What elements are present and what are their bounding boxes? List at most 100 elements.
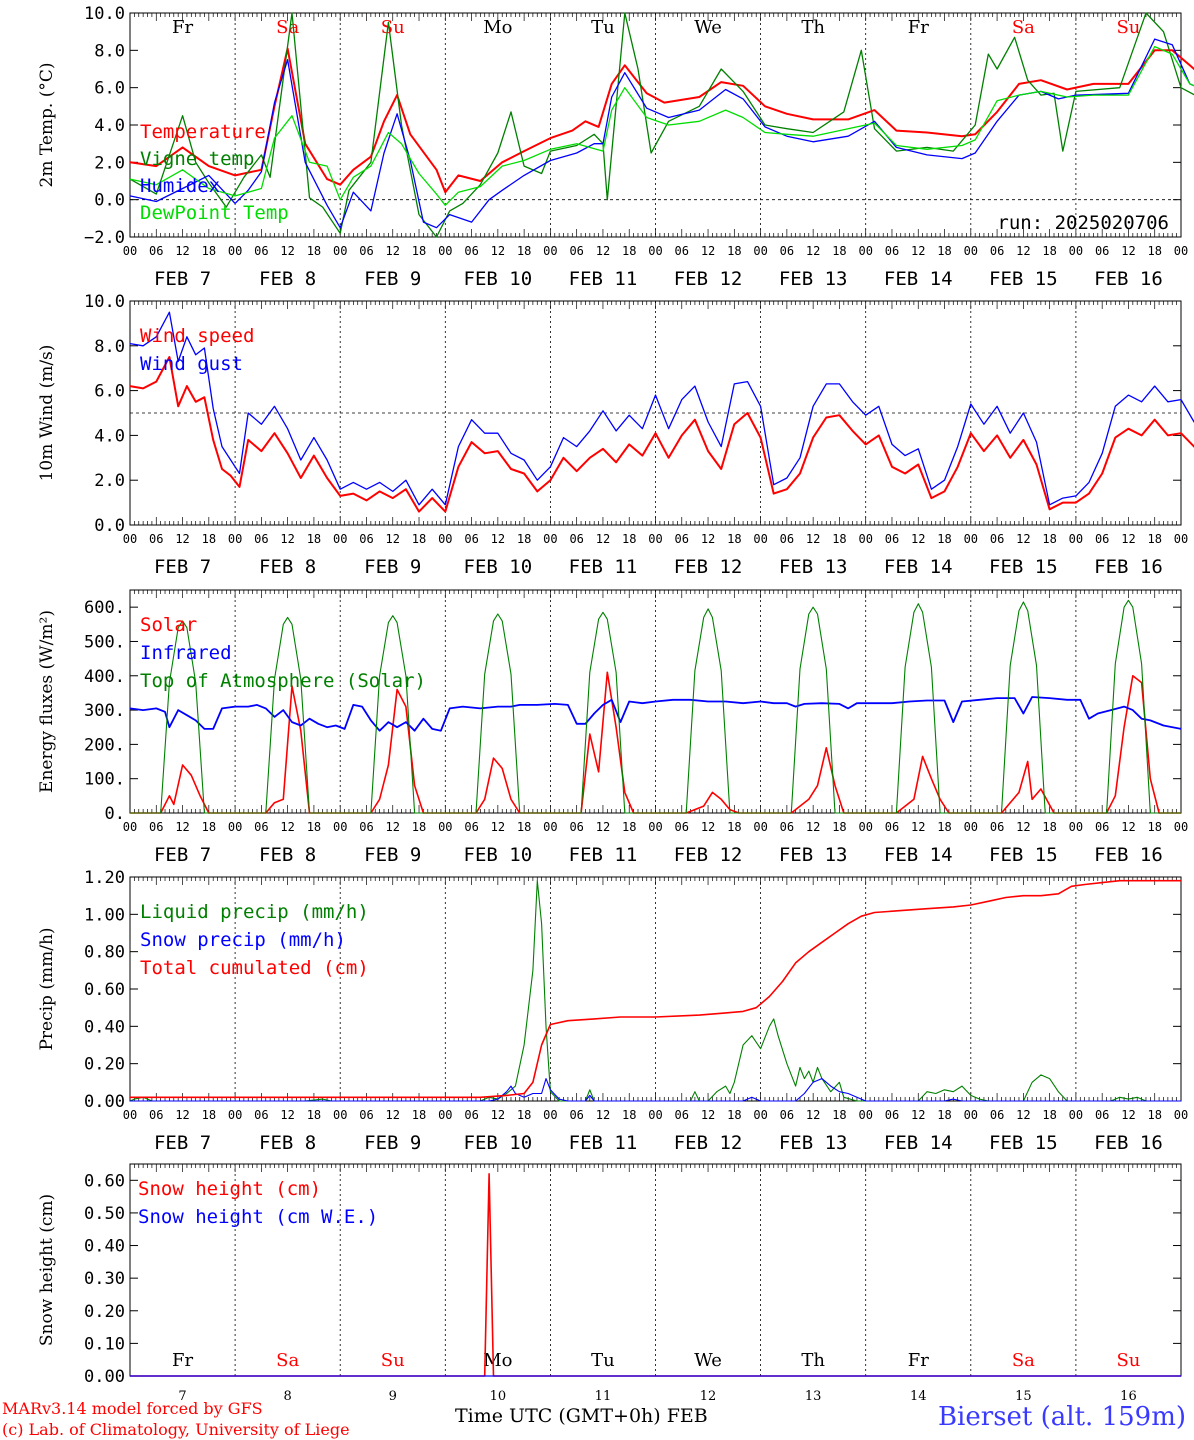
- y-tick-label: 600.: [84, 598, 125, 618]
- x-hour-label: 06: [149, 244, 163, 258]
- x-hour-label: 12: [175, 532, 189, 546]
- x-date-label: FEB 8: [259, 268, 316, 290]
- legend-entry: Wind speed: [140, 325, 254, 347]
- x-hour-label: 18: [1147, 1108, 1161, 1122]
- x-date-label: FEB 13: [779, 556, 848, 578]
- x-hour-label: 12: [386, 820, 400, 834]
- legend-entry: Snow height (cm): [138, 1178, 321, 1200]
- x-hour-label: 12: [806, 820, 820, 834]
- y-axis-label: 2m Temp. (°C): [37, 62, 57, 187]
- x-hour-label: 12: [911, 244, 925, 258]
- x-hour-label: 18: [412, 1108, 426, 1122]
- x-hour-label: 06: [990, 244, 1004, 258]
- day-number-label: 16: [1120, 1389, 1137, 1404]
- x-hour-label: 18: [517, 244, 531, 258]
- series-line: [130, 599, 1181, 814]
- legend-entry: Solar: [140, 614, 197, 636]
- x-hour-label: 12: [1121, 820, 1135, 834]
- x-hour-label: 18: [832, 820, 846, 834]
- x-hour-label: 00: [228, 532, 242, 546]
- y-tick-label: 0.00: [84, 1367, 125, 1387]
- x-hour-label: 18: [412, 820, 426, 834]
- x-hour-label: 12: [911, 1108, 925, 1122]
- x-hour-label: 18: [622, 244, 636, 258]
- x-hour-label: 00: [543, 244, 557, 258]
- y-tick-label: 0.30: [84, 1269, 125, 1289]
- x-hour-label: 06: [569, 820, 583, 834]
- y-tick-label: 6.0: [94, 382, 125, 402]
- x-hour-label: 18: [202, 244, 216, 258]
- x-hour-label: 00: [228, 820, 242, 834]
- x-hour-label: 18: [307, 820, 321, 834]
- x-hour-label: 00: [648, 1108, 662, 1122]
- x-date-label: FEB 12: [674, 268, 743, 290]
- day-of-week-label: We: [694, 1350, 722, 1371]
- day-of-week-label: Su: [1116, 1350, 1140, 1371]
- panel-1: −2.0 0.0 2.0 4.0 6.0 8.0 10.0 2m Temp. (°C) 00 06…: [37, 4, 1194, 290]
- x-date-label: FEB 10: [464, 844, 533, 866]
- x-date-label: FEB 14: [884, 1132, 953, 1154]
- x-hour-label: 18: [937, 820, 951, 834]
- day-number-label: 12: [700, 1389, 717, 1404]
- x-hour-label: 12: [1016, 244, 1030, 258]
- x-hour-label: 00: [1174, 820, 1188, 834]
- x-hour-label: 18: [937, 532, 951, 546]
- y-tick-label: 300.: [84, 701, 125, 721]
- y-axis-label: Snow height (cm): [37, 1194, 57, 1346]
- series-line: [129, 12, 1194, 238]
- x-hour-label: 06: [885, 1108, 899, 1122]
- y-tick-label: 2.0: [94, 153, 125, 173]
- day-of-week-label: Tu: [591, 1350, 615, 1371]
- x-hour-label: 12: [280, 820, 294, 834]
- day-of-week-label: Sa: [276, 1350, 299, 1371]
- x-hour-label: 00: [438, 820, 452, 834]
- day-number-label: 10: [490, 1389, 507, 1404]
- series-line: [129, 356, 1194, 513]
- x-hour-label: 18: [307, 1108, 321, 1122]
- x-date-label: FEB 14: [884, 844, 953, 866]
- x-hour-label: 00: [543, 532, 557, 546]
- x-hour-label: 12: [491, 532, 505, 546]
- x-hour-label: 12: [806, 1108, 820, 1122]
- x-hour-label: 00: [543, 820, 557, 834]
- x-date-label: FEB 16: [1094, 844, 1163, 866]
- series-line: [129, 45, 1194, 206]
- x-hour-label: 00: [438, 532, 452, 546]
- x-hour-label: 18: [937, 1108, 951, 1122]
- x-hour-label: 06: [569, 532, 583, 546]
- legend-entry: Humidex: [140, 175, 220, 197]
- x-hour-label: 18: [832, 532, 846, 546]
- x-hour-label: 12: [911, 532, 925, 546]
- x-hour-label: 12: [491, 1108, 505, 1122]
- legend-entry: Wind gust: [140, 353, 243, 375]
- day-of-week-label: Fr: [172, 1350, 193, 1371]
- x-hour-label: 06: [254, 1108, 268, 1122]
- x-hour-label: 06: [464, 244, 478, 258]
- x-hour-label: 18: [412, 532, 426, 546]
- x-hour-label: 18: [517, 820, 531, 834]
- x-hour-label: 18: [517, 532, 531, 546]
- x-hour-label: 00: [333, 244, 347, 258]
- day-of-week-label: Su: [381, 17, 405, 38]
- day-of-week-label: Su: [1116, 17, 1140, 38]
- time-axis-label: Time UTC (GMT+0h) FEB: [455, 1405, 708, 1427]
- x-date-label: FEB 16: [1094, 268, 1163, 290]
- day-of-week-label: Mo: [483, 1350, 512, 1371]
- x-hour-label: 12: [596, 1108, 610, 1122]
- x-hour-label: 18: [727, 820, 741, 834]
- day-number-label: 9: [389, 1389, 397, 1404]
- x-hour-label: 12: [491, 244, 505, 258]
- series-line: [130, 879, 1181, 1099]
- x-hour-label: 06: [780, 532, 794, 546]
- x-date-label: FEB 10: [464, 1132, 533, 1154]
- legend-entry: Snow height (cm W.E.): [138, 1206, 378, 1228]
- x-hour-label: 06: [780, 1108, 794, 1122]
- x-hour-label: 12: [175, 820, 189, 834]
- x-hour-label: 00: [333, 1108, 347, 1122]
- x-hour-label: 06: [990, 1108, 1004, 1122]
- x-hour-label: 12: [386, 532, 400, 546]
- x-hour-label: 06: [359, 532, 373, 546]
- x-date-label: FEB 14: [884, 268, 953, 290]
- day-of-week-label: Sa: [1012, 17, 1035, 38]
- x-hour-label: 18: [1042, 244, 1056, 258]
